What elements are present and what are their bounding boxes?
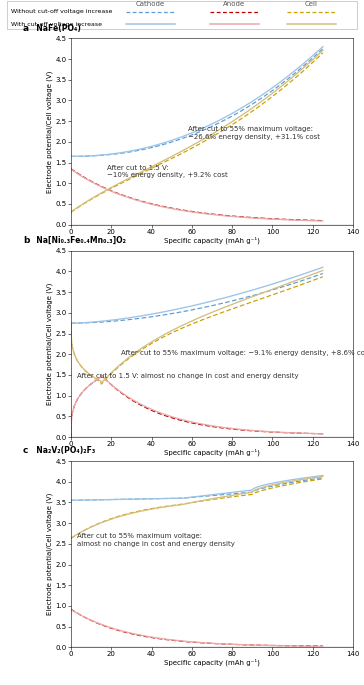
Text: With cut-off voltage increase: With cut-off voltage increase [11, 22, 102, 27]
Text: Cathode: Cathode [136, 1, 165, 8]
Text: After cut to 55% maximum voltage:
−26.6% energy density, +31.1% cost: After cut to 55% maximum voltage: −26.6%… [188, 126, 320, 140]
Text: b: b [23, 236, 29, 245]
Text: NaFe(PO₄): NaFe(PO₄) [32, 24, 82, 33]
Text: c: c [23, 447, 28, 456]
Text: After cut to 55% maximum voltage: −9.1% energy density, +8.6% cost: After cut to 55% maximum voltage: −9.1% … [121, 350, 364, 356]
Text: Without cut-off voltage increase: Without cut-off voltage increase [11, 9, 112, 14]
Text: Anode: Anode [223, 1, 245, 8]
X-axis label: Specific capacity (mAh g⁻¹): Specific capacity (mAh g⁻¹) [164, 659, 260, 667]
Text: Na[Ni₀.₃Fe₀.₄Mn₀.₃]O₂: Na[Ni₀.₃Fe₀.₄Mn₀.₃]O₂ [32, 236, 126, 245]
Text: a: a [23, 24, 29, 33]
Text: After cut to 55% maximum voltage:
almost no change in cost and energy density: After cut to 55% maximum voltage: almost… [77, 534, 235, 547]
X-axis label: Specific capacity (mAh g⁻¹): Specific capacity (mAh g⁻¹) [164, 236, 260, 244]
Text: Cell: Cell [305, 1, 318, 8]
Text: After cut to 1.5 V:
−10% energy density, +9.2% cost: After cut to 1.5 V: −10% energy density,… [107, 164, 228, 178]
FancyBboxPatch shape [7, 1, 357, 29]
Text: Na₂V₂(PO₄)₂F₃: Na₂V₂(PO₄)₂F₃ [32, 447, 96, 456]
Y-axis label: Electrode potential/Cell voltage (V): Electrode potential/Cell voltage (V) [46, 71, 53, 192]
Y-axis label: Electrode potential/Cell voltage (V): Electrode potential/Cell voltage (V) [46, 283, 53, 405]
Text: After cut to 1.5 V: almost no change in cost and energy density: After cut to 1.5 V: almost no change in … [77, 373, 298, 379]
X-axis label: Specific capacity (mAh g⁻¹): Specific capacity (mAh g⁻¹) [164, 449, 260, 456]
Y-axis label: Electrode potential/Cell voltage (V): Electrode potential/Cell voltage (V) [46, 493, 53, 615]
